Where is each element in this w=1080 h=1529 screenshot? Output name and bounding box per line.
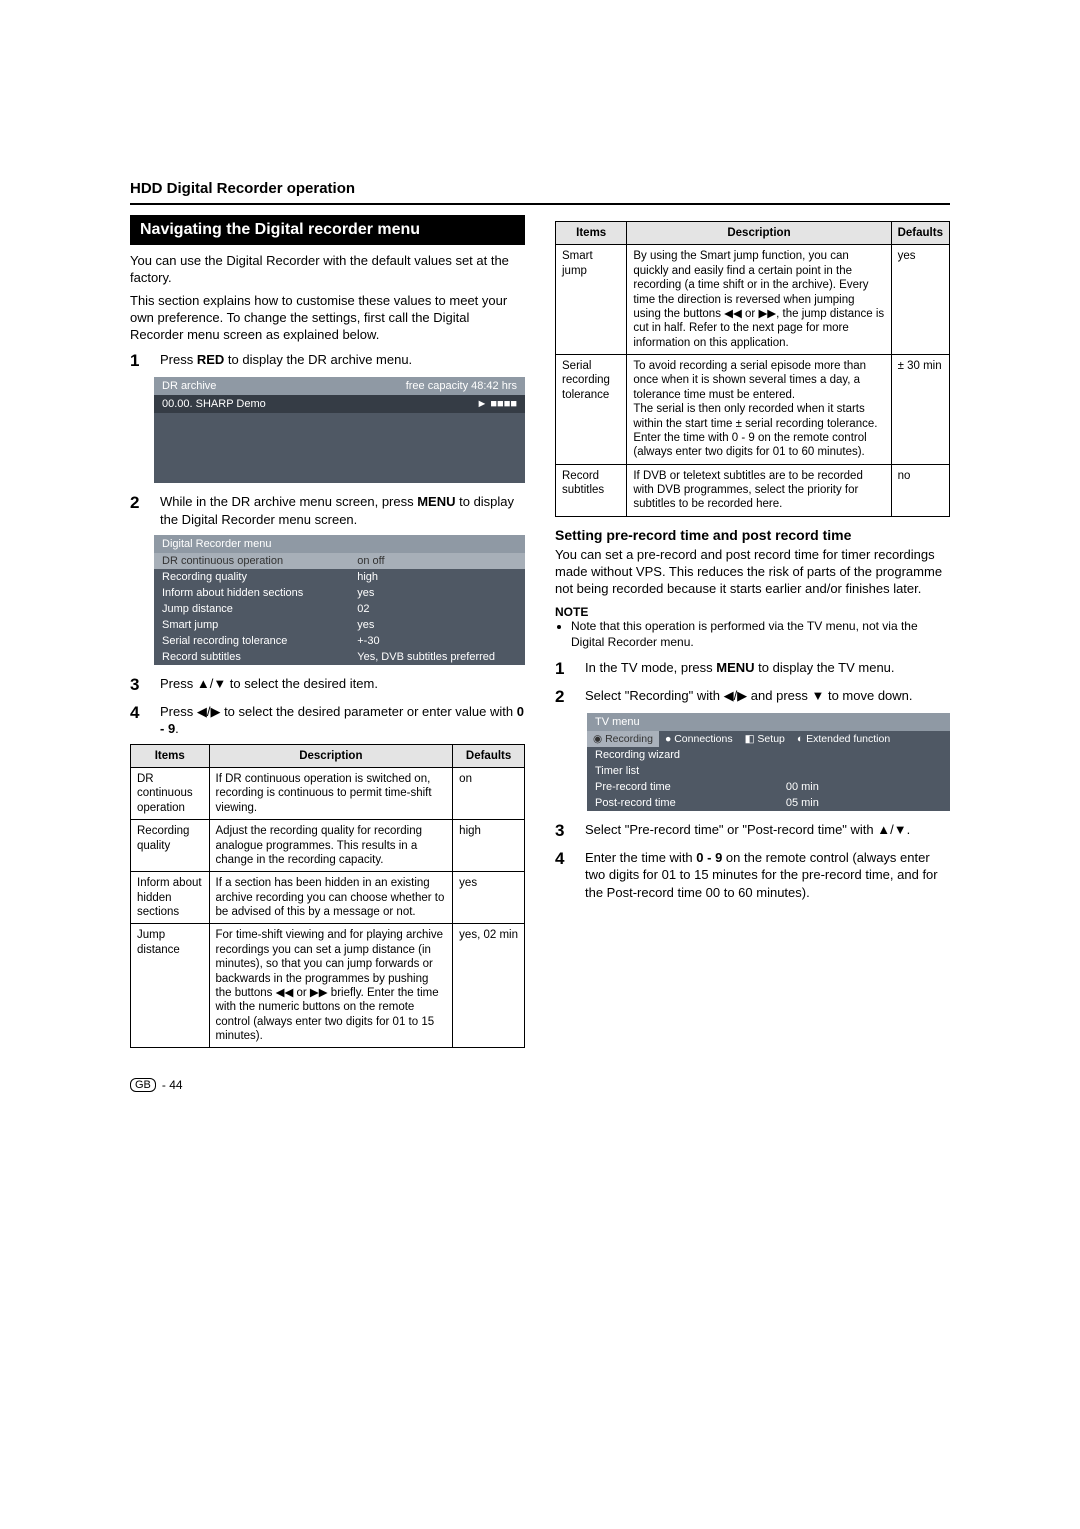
step-number: 2 [555,687,571,707]
band-title: Navigating the Digital recorder menu [130,215,525,245]
page-number: - 44 [162,1078,183,1092]
step-text: Press RED to display the DR archive menu… [160,351,525,369]
th-desc: Description [209,744,453,767]
tv-row: Post-record time05 min [587,795,950,811]
subhead: Setting pre-record time and post record … [555,527,950,543]
step-number: 4 [130,703,146,723]
step-text: Press ◀/▶ to select the desired paramete… [160,703,525,738]
tv-tabs: ◉ Recording● Connections◧ Setup◐ Extende… [587,731,950,747]
archive-title: DR archive [162,380,216,392]
archive-demo: 00.00. SHARP Demo [162,398,266,410]
tv-tab: ◉ Recording [587,731,659,747]
step-number: 3 [555,821,571,841]
note-item: Note that this operation is performed vi… [571,619,950,650]
menu-row: DR continuous operationon off [154,553,525,569]
step-text: Select "Recording" with ◀/▶ and press ▼ … [585,687,950,705]
tv-row: Recording wizard [587,747,950,763]
table-row: Serial recording toleranceTo avoid recor… [556,355,950,465]
table-row: DR continuous operationIf DR continuous … [131,768,525,820]
table-row: Inform about hidden sectionsIf a section… [131,872,525,924]
menu-rows: DR continuous operationon offRecording q… [154,553,525,665]
archive-body [154,413,525,483]
archive-row: 00.00. SHARP Demo ► ■■■■ [154,395,525,413]
table-row: Record subtitlesIf DVB or teletext subti… [556,464,950,516]
step-text: While in the DR archive menu screen, pre… [160,493,525,528]
table-row: Smart jumpBy using the Smart jump functi… [556,245,950,355]
page: HDD Digital Recorder operation Navigatin… [0,0,1080,1142]
settings-table-1: Items Description Defaults DR continuous… [130,744,525,1049]
menu-row: Serial recording tolerance+-30 [154,633,525,649]
archive-header: DR archive free capacity 48:42 hrs [154,377,525,395]
step-text: Select "Pre-record time" or "Post-record… [585,821,950,839]
dr-archive-panel: DR archive free capacity 48:42 hrs 00.00… [154,377,525,483]
menu-row: Record subtitlesYes, DVB subtitles prefe… [154,649,525,665]
intro-2: This section explains how to customise t… [130,293,525,344]
table-row: Recording qualityAdjust the recording qu… [131,820,525,872]
rstep-3: 3 Select "Pre-record time" or "Post-reco… [555,821,950,841]
tv-menu-title: TV menu [587,713,950,731]
intro-1: You can use the Digital Recorder with th… [130,253,525,287]
th-def: Defaults [891,222,949,245]
tv-menu-panel: TV menu ◉ Recording● Connections◧ Setup◐… [587,713,950,811]
rule [130,203,950,205]
left-column: Navigating the Digital recorder menu You… [130,215,525,1048]
tv-row: Pre-record time00 min [587,779,950,795]
step-3: 3 Press ▲/▼ to select the desired item. [130,675,525,695]
archive-progress-icon: ► ■■■■ [476,398,517,410]
rstep-2: 2 Select "Recording" with ◀/▶ and press … [555,687,950,707]
tv-rows: Recording wizardTimer listPre-record tim… [587,747,950,811]
th-desc: Description [627,222,891,245]
rstep-1: 1 In the TV mode, press MENU to display … [555,659,950,679]
menu-row: Recording qualityhigh [154,569,525,585]
step-number: 1 [130,351,146,371]
columns: Navigating the Digital recorder menu You… [130,215,950,1048]
recorder-menu-panel: Digital Recorder menu DR continuous oper… [154,535,525,665]
step-1: 1 Press RED to display the DR archive me… [130,351,525,371]
step-number: 4 [555,849,571,869]
settings-table-2: Items Description Defaults Smart jumpBy … [555,221,950,517]
subhead-para: You can set a pre-record and post record… [555,547,950,598]
menu-row: Jump distance02 [154,601,525,617]
region-badge: GB [130,1078,156,1092]
section-title: HDD Digital Recorder operation [130,180,950,197]
note-list: Note that this operation is performed vi… [555,619,950,650]
step-2: 2 While in the DR archive menu screen, p… [130,493,525,528]
step-number: 2 [130,493,146,513]
tv-row: Timer list [587,763,950,779]
th-items: Items [131,744,210,767]
step-text: Press ▲/▼ to select the desired item. [160,675,525,693]
table-row: Jump distanceFor time-shift viewing and … [131,924,525,1048]
menu-row: Smart jumpyes [154,617,525,633]
rstep-4: 4 Enter the time with 0 - 9 on the remot… [555,849,950,902]
menu-title: Digital Recorder menu [154,535,525,553]
tv-tab: ◧ Setup [739,731,791,747]
step-text: Enter the time with 0 - 9 on the remote … [585,849,950,902]
menu-row: Inform about hidden sectionsyes [154,585,525,601]
step-4: 4 Press ◀/▶ to select the desired parame… [130,703,525,738]
th-items: Items [556,222,627,245]
step-number: 1 [555,659,571,679]
archive-capacity: free capacity 48:42 hrs [406,380,517,392]
note-label: NOTE [555,605,950,619]
step-text: In the TV mode, press MENU to display th… [585,659,950,677]
tv-tab: ● Connections [659,731,739,747]
th-def: Defaults [453,744,525,767]
tv-tab: ◐ Extended function [791,731,896,747]
step-number: 3 [130,675,146,695]
right-column: Items Description Defaults Smart jumpBy … [555,215,950,1048]
footer: GB - 44 [130,1078,950,1092]
